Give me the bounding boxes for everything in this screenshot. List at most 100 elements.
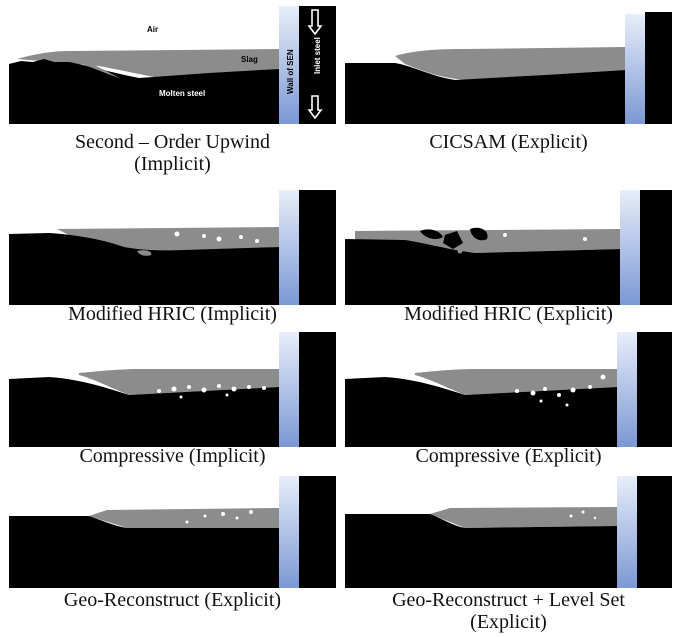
simulation-image-8: [345, 470, 672, 588]
molten-steel-region: [9, 377, 279, 447]
air-bubble: [185, 520, 189, 524]
slag-droplet: [491, 247, 495, 251]
molten-steel-region: [345, 239, 620, 305]
air-bubble: [503, 233, 507, 237]
air-bubble: [202, 234, 206, 238]
air-bubble: [569, 514, 573, 518]
simulation-panel-8: [345, 470, 672, 588]
panel-caption-1: Second – Order Upwind (Implicit): [9, 131, 336, 175]
air-bubble: [515, 389, 519, 393]
air-bubble: [174, 231, 180, 237]
sen-wall: [279, 476, 299, 588]
molten-steel-region: [9, 516, 279, 588]
steel-intrusion: [470, 227, 488, 241]
caption-line-2: (Implicit): [134, 153, 211, 175]
air-bubble: [171, 386, 177, 392]
air-bubble: [539, 399, 543, 403]
steel-intrusion: [443, 231, 463, 249]
caption-line-1: Modified HRIC (Explicit): [404, 303, 613, 325]
air-bubble: [217, 384, 221, 388]
air-bubble: [570, 387, 576, 393]
inlet-steel-region: [637, 476, 672, 588]
inlet-steel-region: [637, 332, 672, 447]
air-bubble: [203, 514, 207, 518]
air-bubble: [530, 390, 536, 396]
air-bubble: [255, 239, 259, 243]
simulation-panel-4: [345, 187, 672, 305]
caption-line-2: (Explicit): [470, 611, 547, 633]
caption-line-1: Modified HRIC (Implicit): [68, 303, 277, 325]
air-bubble: [216, 236, 222, 242]
simulation-image-4: [345, 187, 672, 305]
simulation-panel-3: [9, 187, 336, 305]
inlet-steel-region: [299, 476, 336, 588]
air-bubble: [543, 387, 547, 391]
wall-of-sen-label: Wall of SEN: [286, 49, 295, 94]
air-bubble: [583, 237, 587, 241]
panel-caption-5: Compressive (Implicit): [9, 445, 336, 467]
simulation-panel-1: Air Slag Molten steel Wall of SEN Inlet …: [9, 6, 336, 124]
slag-wisp: [64, 56, 119, 78]
steel-intrusion: [420, 229, 443, 239]
slag-droplet: [432, 240, 438, 246]
simulation-image-5: [9, 329, 336, 447]
sen-wall: [625, 14, 645, 124]
molten-steel-region: [9, 233, 279, 305]
caption-line-1: CICSAM (Explicit): [429, 131, 588, 153]
caption-line-1: Geo-Reconstruct (Explicit): [63, 589, 282, 611]
caption-line-1: Compressive (Explicit): [415, 445, 602, 467]
panel-caption-4: Modified HRIC (Explicit): [345, 303, 672, 325]
inlet-steel-region: [299, 190, 336, 305]
simulation-panel-6: [345, 329, 672, 447]
inlet-steel-region: [640, 190, 672, 305]
panel-caption-6: Compressive (Explicit): [345, 445, 672, 467]
slag-droplet: [243, 524, 247, 528]
air-bubble: [247, 385, 251, 389]
air-bubble: [235, 516, 239, 520]
simulation-panel-7: [9, 470, 336, 588]
slag-layer: [17, 49, 279, 78]
slag-layer: [89, 508, 279, 528]
air-bubble: [201, 387, 207, 393]
molten-steel-label: Molten steel: [159, 89, 205, 98]
molten-steel-region: [345, 63, 625, 124]
air-bubble: [600, 374, 606, 380]
inlet-steel-region: [645, 12, 672, 124]
slag-blob: [137, 250, 152, 256]
molten-steel-region: [345, 514, 617, 588]
simulation-image-2: [345, 6, 672, 124]
air-bubble: [593, 516, 597, 520]
panel-caption-3: Modified HRIC (Implicit): [9, 303, 336, 325]
inflow-arrow-top-icon: [307, 9, 323, 36]
panel-caption-8: Geo-Reconstruct + Level Set (Explicit): [345, 589, 672, 633]
sen-wall: [279, 6, 299, 124]
air-bubble: [588, 385, 592, 389]
molten-steel-region: [345, 377, 617, 447]
slag-layer: [395, 47, 625, 80]
simulation-panel-5: [9, 329, 336, 447]
sen-wall: [617, 332, 637, 447]
air-bubble: [157, 389, 161, 393]
inflow-arrow-bottom-icon: [307, 95, 323, 120]
panel-caption-7: Geo-Reconstruct (Explicit): [9, 589, 336, 611]
simulation-image-3: [9, 187, 336, 305]
simulation-image-6: [345, 329, 672, 447]
sen-wall: [617, 476, 637, 588]
air-bubble: [565, 403, 569, 407]
air-bubble: [187, 385, 191, 389]
inlet-steel-label: Inlet steel: [313, 37, 322, 74]
sen-wall: [620, 190, 640, 305]
air-label: Air: [147, 25, 158, 34]
air-bubble: [249, 510, 253, 514]
sen-wall: [279, 332, 299, 447]
slag-droplet: [213, 522, 217, 526]
simulation-panel-2: [345, 6, 672, 124]
caption-line-1: Second – Order Upwind: [75, 131, 270, 153]
caption-line-1: Compressive (Implicit): [79, 445, 266, 467]
panel-caption-2: CICSAM (Explicit): [345, 131, 672, 153]
air-bubble: [557, 393, 561, 397]
slag-layer: [415, 369, 617, 395]
slag-layer: [79, 369, 279, 395]
simulation-image-7: [9, 470, 336, 588]
sen-wall: [279, 190, 299, 305]
